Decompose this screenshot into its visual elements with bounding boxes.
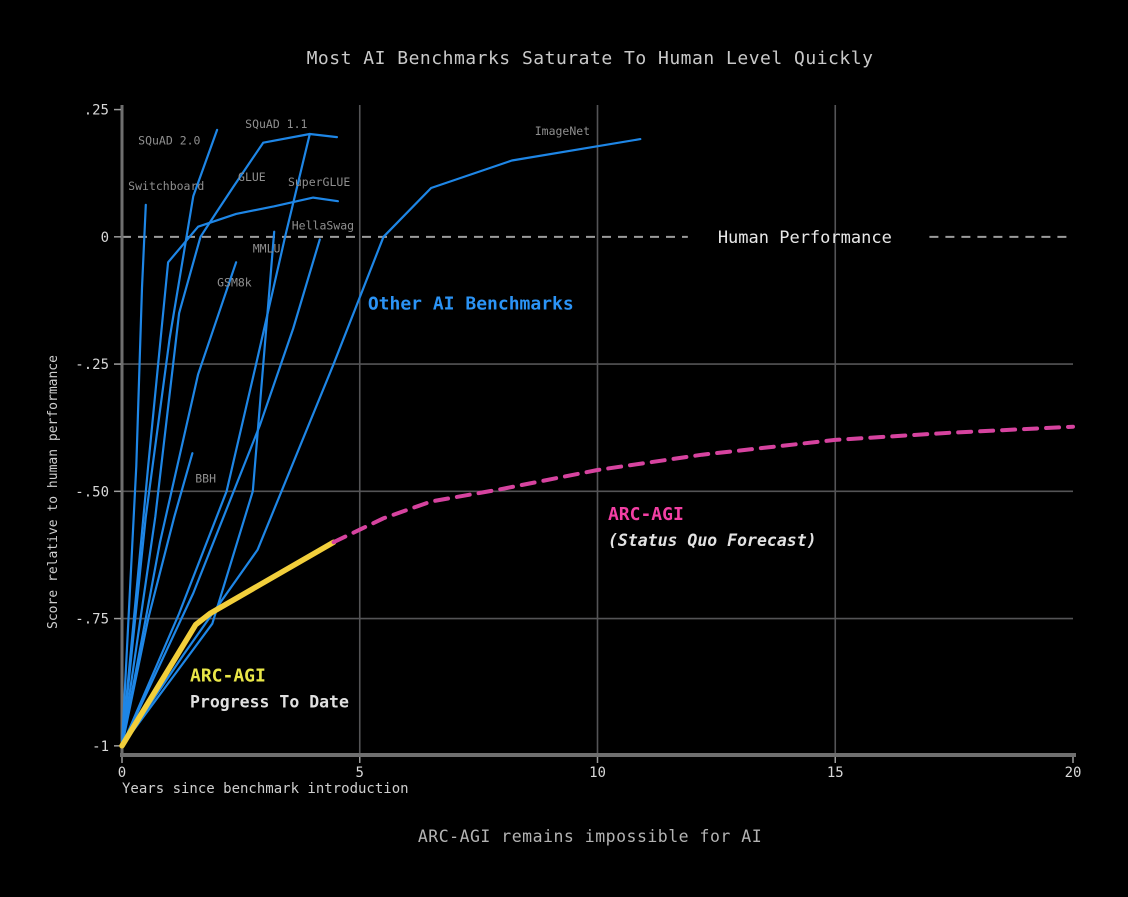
x-tick-label-15: 15 (827, 765, 844, 781)
series-label-squad-1-1: SQuAD 1.1 (245, 117, 307, 131)
x-axis-title: Years since benchmark introduction (122, 781, 409, 797)
y-tick-label--.50: -.50 (75, 484, 109, 500)
axes (120, 105, 1076, 757)
gridlines (122, 105, 1073, 755)
series-arc-agi-progress-to-date (119, 539, 337, 749)
series-name-labels: SQuAD 2.0 Switchboard SQuAD 1.1 GLUE SuperGL… (128, 117, 590, 486)
annotation-arc-agi-forecast-line-1: ARC-AGI (608, 504, 684, 525)
series-label-gsm8k: GSM8k (217, 276, 252, 290)
series-bbh (120, 452, 194, 747)
chart-footnote: ARC-AGI remains impossible for AI (417, 827, 763, 846)
annotation-other-ai-benchmarks-line-1: Other AI Benchmarks (368, 294, 574, 315)
human-performance-line: Human Performance (122, 228, 1073, 248)
axis-titles: Years since benchmark introduction Score … (46, 355, 409, 797)
annotation-arc-agi-progress-line-1: ARC-AGI (190, 666, 266, 687)
series-label-superglue: SuperGLUE (288, 175, 350, 189)
x-tick-label-20: 20 (1065, 765, 1082, 781)
x-tick-label-10: 10 (589, 765, 606, 781)
y-axis-title: Score relative to human performance (46, 355, 61, 629)
human-performance-label: Human Performance (718, 228, 892, 248)
x-tick-label-0: 0 (118, 765, 126, 781)
series-lines (119, 128, 1075, 749)
series-switchboard (120, 203, 147, 747)
series-label-bbh: BBH (195, 472, 216, 486)
series-label-switchboard: Switchboard (128, 179, 204, 193)
y-tick-label--.75: -.75 (75, 612, 109, 628)
chart-title: Most AI Benchmarks Saturate To Human Lev… (306, 48, 874, 69)
series-label-glue: GLUE (238, 170, 266, 184)
series-label-squad-2-0: SQuAD 2.0 (138, 134, 200, 148)
y-tick-label-.25: .25 (84, 103, 109, 119)
series-label-hellaswag: HellaSwag (292, 219, 354, 233)
series-gsm8k (120, 261, 238, 747)
y-tick-label--.25: -.25 (75, 357, 109, 373)
annotations: Other AI Benchmarks ARC-AGI (Status Quo Fo… (190, 294, 817, 712)
series-hellaswag (120, 238, 321, 747)
y-tick-label--1: -1 (92, 739, 109, 755)
annotation-arc-agi-forecast-line-2: (Status Quo Forecast) (608, 531, 817, 550)
series-label-mmlu: MMLU (253, 242, 281, 256)
series-label-imagenet: ImageNet (535, 124, 590, 138)
series-superglue (120, 196, 339, 747)
annotation-arc-agi-progress-line-2: Progress To Date (190, 693, 349, 712)
series-squad-2-0 (120, 128, 219, 747)
series-imagenet (120, 138, 642, 747)
series-mmlu (120, 230, 276, 747)
tick-labels: 0 5 10 15 20 .25 0 -.25 -.50 -.75 -1 (75, 103, 1081, 781)
y-tick-label-0: 0 (101, 230, 109, 246)
series-glue (120, 132, 311, 747)
series-arc-agi-status-quo-forecast (331, 424, 1075, 545)
x-tick-label-5: 5 (356, 765, 364, 781)
